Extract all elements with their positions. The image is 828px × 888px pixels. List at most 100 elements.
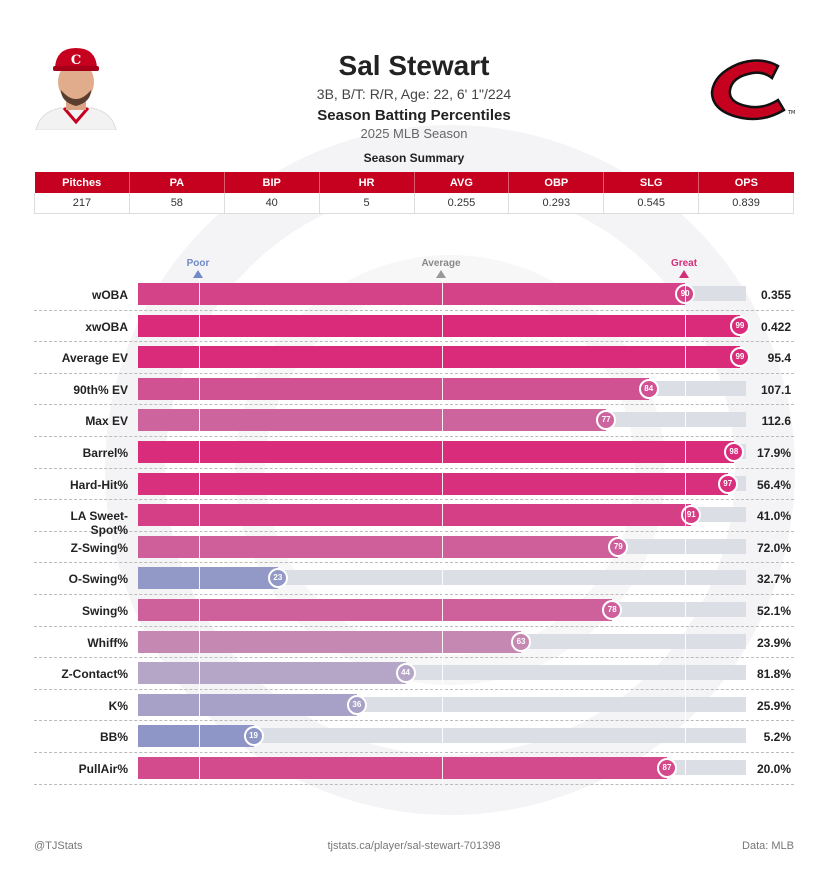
percentile-bar (138, 377, 649, 400)
stat-label: Z-Swing% (70, 540, 128, 555)
stat-value: 56.4% (756, 477, 791, 492)
percentile-badge: 99 (729, 315, 750, 336)
stat-row-barrel: Barrel% 98 17.9% (34, 437, 794, 469)
percentile-badge: 87 (656, 757, 677, 778)
average-marker: Average (411, 258, 471, 278)
stat-label: Hard-Hit% (69, 477, 128, 492)
percentile-bar (138, 283, 686, 305)
summary-header-row: Pitches PA BIP HR AVG OBP SLG OPS (34, 172, 794, 193)
poor-marker: Poor (168, 258, 228, 278)
season-label: 2025 MLB Season (360, 126, 468, 141)
stat-value: 95.4 (767, 351, 791, 366)
summary-value-hr: 5 (318, 193, 415, 214)
stat-value: 0.422 (760, 319, 791, 334)
stat-label: Swing% (81, 603, 128, 618)
stat-label: K% (108, 698, 128, 713)
summary-col-avg: AVG (414, 172, 510, 193)
summary-value-pitches: 217 (34, 193, 130, 214)
summary-title: Season Summary (363, 151, 465, 165)
stat-value: 0.355 (760, 288, 791, 302)
stat-value: 23.9% (756, 635, 791, 650)
stat-label: Barrel% (82, 445, 128, 460)
percentile-bar (138, 504, 692, 527)
stat-row-hard-hit: Hard-Hit% 97 56.4% (34, 469, 794, 501)
stat-label: LA Sweet-Spot% (70, 509, 128, 538)
stat-row-woba: wOBA 90 0.355 (34, 279, 794, 311)
percentile-bar (138, 567, 278, 590)
percentile-badge: 36 (346, 694, 367, 715)
percentile-badge: 97 (717, 473, 738, 494)
summary-col-ops: OPS (698, 172, 794, 193)
percentile-badge: 90 (675, 284, 696, 304)
stat-row-la-sweet-spot: LA Sweet-Spot% 91 41.0% (34, 500, 794, 537)
percentile-bar (138, 725, 254, 748)
average-marker-label: Average (421, 258, 461, 269)
footer-source: Data: MLB (742, 840, 794, 852)
report-title: Season Batting Percentiles (317, 107, 511, 124)
percentile-badge: 44 (395, 663, 416, 684)
player-headshot: C (34, 44, 118, 130)
summary-col-pa: PA (129, 172, 225, 193)
percentile-bar (138, 472, 728, 495)
percentile-chart: wOBA 90 0.355 xwOBA 99 0.422 Average EV 99 95.4 9… (34, 279, 794, 785)
stat-row-swing: Swing% 78 52.1% (34, 595, 794, 627)
summary-value-slg: 0.545 (603, 193, 700, 214)
svg-text:TM: TM (787, 110, 795, 116)
percentile-bar (138, 440, 734, 463)
summary-col-hr: HR (319, 172, 415, 193)
stat-row-max-ev: Max EV 77 112.6 (34, 405, 794, 437)
stat-row-pullair: PullAir% 87 20.0% (34, 753, 794, 785)
stat-row-z-swing: Z-Swing% 79 72.0% (34, 532, 794, 564)
percentile-bar (138, 756, 667, 779)
percentile-bar (138, 662, 406, 685)
percentile-badge: 79 (608, 536, 629, 557)
percentile-badge: 98 (723, 441, 744, 462)
summary-value-row: 217 58 40 5 0.255 0.293 0.545 0.839 (34, 193, 794, 214)
stat-value: 107.1 (760, 382, 791, 397)
summary-col-bip: BIP (224, 172, 320, 193)
svg-text:C: C (71, 53, 81, 68)
stat-label: Max EV (85, 414, 128, 429)
average-marker-triangle-icon (436, 270, 446, 278)
stat-value: 5.2% (763, 730, 791, 745)
poor-marker-triangle-icon (193, 270, 203, 278)
stat-label: O-Swing% (68, 572, 128, 587)
summary-value-obp: 0.293 (508, 193, 605, 214)
stat-value: 20.0% (756, 761, 791, 776)
footer-url: tjstats.ca/player/sal-stewart-701398 (327, 840, 501, 852)
stat-row-90th-ev: 90th% EV 84 107.1 (34, 374, 794, 406)
stat-row-xwoba: xwOBA 99 0.422 (34, 311, 794, 343)
percentile-bar (138, 409, 607, 432)
stat-value: 41.0% (756, 509, 791, 524)
percentile-badge: 91 (681, 505, 702, 526)
stat-row-z-contact: Z-Contact% 44 81.8% (34, 658, 794, 690)
percentile-badge: 99 (729, 347, 750, 368)
great-marker: Great (654, 258, 714, 278)
great-marker-label: Great (670, 258, 698, 269)
player-info: 3B, B/T: R/R, Age: 22, 6' 1"/224 (316, 86, 512, 102)
summary-col-slg: SLG (603, 172, 700, 193)
stat-label: Z-Contact% (61, 667, 128, 682)
stat-label: BB% (99, 730, 128, 745)
percentile-bar (138, 535, 619, 558)
stat-row-bb: BB% 19 5.2% (34, 721, 794, 753)
stat-row-k: K% 36 25.9% (34, 690, 794, 722)
percentile-badge: 23 (267, 568, 288, 589)
percentile-bar (138, 630, 522, 653)
percentile-badge: 84 (638, 378, 659, 399)
summary-value-ops: 0.839 (698, 193, 794, 214)
stat-label: Whiff% (87, 635, 128, 650)
player-name: Sal Stewart (338, 50, 490, 81)
stat-row-o-swing: O-Swing% 23 32.7% (34, 563, 794, 595)
summary-col-pitches: Pitches (34, 172, 130, 193)
stat-label: xwOBA (85, 319, 128, 334)
stat-row-whiff: Whiff% 63 23.9% (34, 627, 794, 659)
stat-value: 25.9% (756, 698, 791, 713)
poor-marker-label: Poor (186, 258, 210, 269)
percentile-badge: 19 (243, 726, 264, 747)
stat-row-average-ev: Average EV 99 95.4 (34, 342, 794, 374)
percentile-badge: 78 (602, 599, 623, 620)
stat-label: PullAir% (78, 761, 128, 776)
great-marker-triangle-icon (679, 270, 689, 278)
summary-col-obp: OBP (508, 172, 605, 193)
